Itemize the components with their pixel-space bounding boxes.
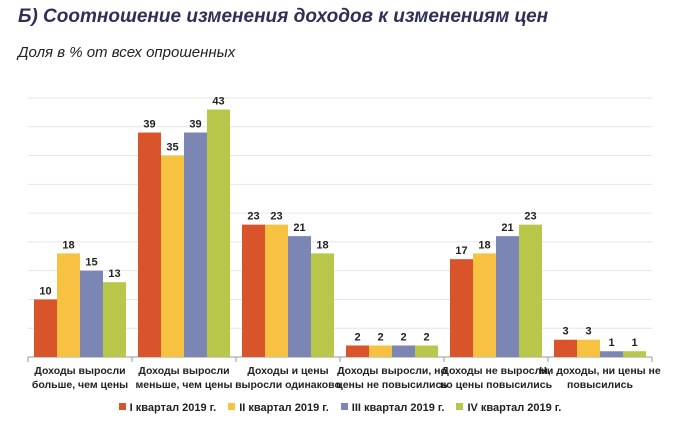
category-label: цены не повысились: [336, 379, 448, 391]
category-label: Ни доходы, ни цены не: [539, 365, 661, 377]
legend-item: II квартал 2019 г.: [228, 402, 329, 414]
bar-value-label: 23: [270, 211, 282, 223]
bar-value-label: 2: [354, 331, 360, 343]
bar: [311, 253, 334, 357]
category-label: Доходы выросли: [138, 365, 229, 377]
bar: [207, 109, 230, 357]
bar-value-label: 35: [166, 142, 178, 154]
bar: [415, 345, 438, 357]
legend-label: IV квартал 2019 г.: [467, 402, 562, 414]
bar: [103, 282, 126, 357]
bar-value-label: 17: [455, 245, 467, 257]
bar-value-label: 39: [143, 119, 155, 131]
bar-value-label: 21: [293, 222, 305, 234]
bar: [80, 270, 103, 357]
legend-label: I квартал 2019 г.: [129, 402, 217, 414]
legend-item: IV квартал 2019 г.: [456, 402, 561, 414]
bar: [496, 236, 519, 357]
chart-subtitle: Доля в % от всех опрошенных: [18, 44, 236, 61]
legend-label: III квартал 2019 г.: [351, 402, 445, 414]
bar-value-label: 2: [400, 331, 406, 343]
bar: [369, 345, 392, 357]
bar: [288, 236, 311, 357]
bar-value-label: 21: [501, 222, 513, 234]
bar: [184, 132, 207, 357]
gridlines: [27, 97, 653, 362]
bar-value-label: 39: [189, 119, 201, 131]
bar: [392, 345, 415, 357]
bar: [138, 132, 161, 357]
bar-value-label: 23: [247, 211, 259, 223]
bars-group: 10 39 23 2 17 3 18 35 23 2 18 3 15 39 21 2 21 1 13 43 18 2 23 1: [34, 96, 646, 357]
legend-swatch: [228, 403, 236, 410]
bar-value-label: 43: [212, 96, 224, 108]
category-label: больше, чем цены: [32, 379, 128, 391]
bar-value-label: 18: [62, 239, 74, 251]
category-label: выросли одинаково: [235, 379, 341, 391]
category-label: Доходы и цены: [247, 365, 328, 377]
bar-value-label: 3: [585, 326, 591, 338]
bar: [554, 339, 577, 357]
bar-value-label: 1: [608, 337, 614, 349]
bar: [242, 224, 265, 357]
bar-value-label: 3: [562, 326, 568, 338]
bar-value-label: 2: [377, 331, 383, 343]
bar: [450, 259, 473, 357]
category-label: Доходы не выросли,: [441, 365, 550, 377]
bar: [577, 339, 600, 357]
bar: [623, 351, 646, 357]
legend: I квартал 2019 г. II квартал 2019 г. III к…: [0, 402, 680, 414]
legend-swatch: [456, 403, 464, 410]
bar-value-label: 23: [524, 211, 536, 223]
bar: [265, 224, 288, 357]
bar: [57, 253, 80, 357]
chart-title: Б) Соотношение изменения доходов к измен…: [18, 6, 549, 27]
bar-value-label: 13: [108, 268, 120, 280]
category-label: Доходы выросли: [34, 365, 125, 377]
bar: [34, 299, 57, 357]
bar-value-label: 15: [85, 257, 97, 269]
bar: [473, 253, 496, 357]
legend-swatch: [118, 403, 126, 410]
bar-value-label: 18: [478, 239, 490, 251]
tick-labels: Доходы выросли больше, чем цены Доходы выр…: [32, 365, 661, 391]
bar-value-label: 2: [423, 331, 429, 343]
legend-swatch: [340, 403, 348, 410]
bar-value-label: 1: [631, 337, 637, 349]
category-label: но цены повысились: [440, 379, 553, 391]
category-label: Доходы выросли, но: [337, 365, 447, 377]
bar: [161, 155, 184, 357]
category-label: повысились: [567, 379, 633, 391]
bar: [519, 224, 542, 357]
bar: [600, 351, 623, 357]
bar-value-label: 18: [316, 239, 328, 251]
legend-item: III квартал 2019 г.: [340, 402, 445, 414]
legend-item: I квартал 2019 г.: [118, 402, 217, 414]
category-label: меньше, чем цены: [136, 379, 233, 391]
bar-value-label: 10: [39, 285, 51, 297]
bar: [346, 345, 369, 357]
bar-chart: 1039232173183523218315392122111343182231…: [27, 96, 661, 391]
legend-label: II квартал 2019 г.: [239, 402, 329, 414]
